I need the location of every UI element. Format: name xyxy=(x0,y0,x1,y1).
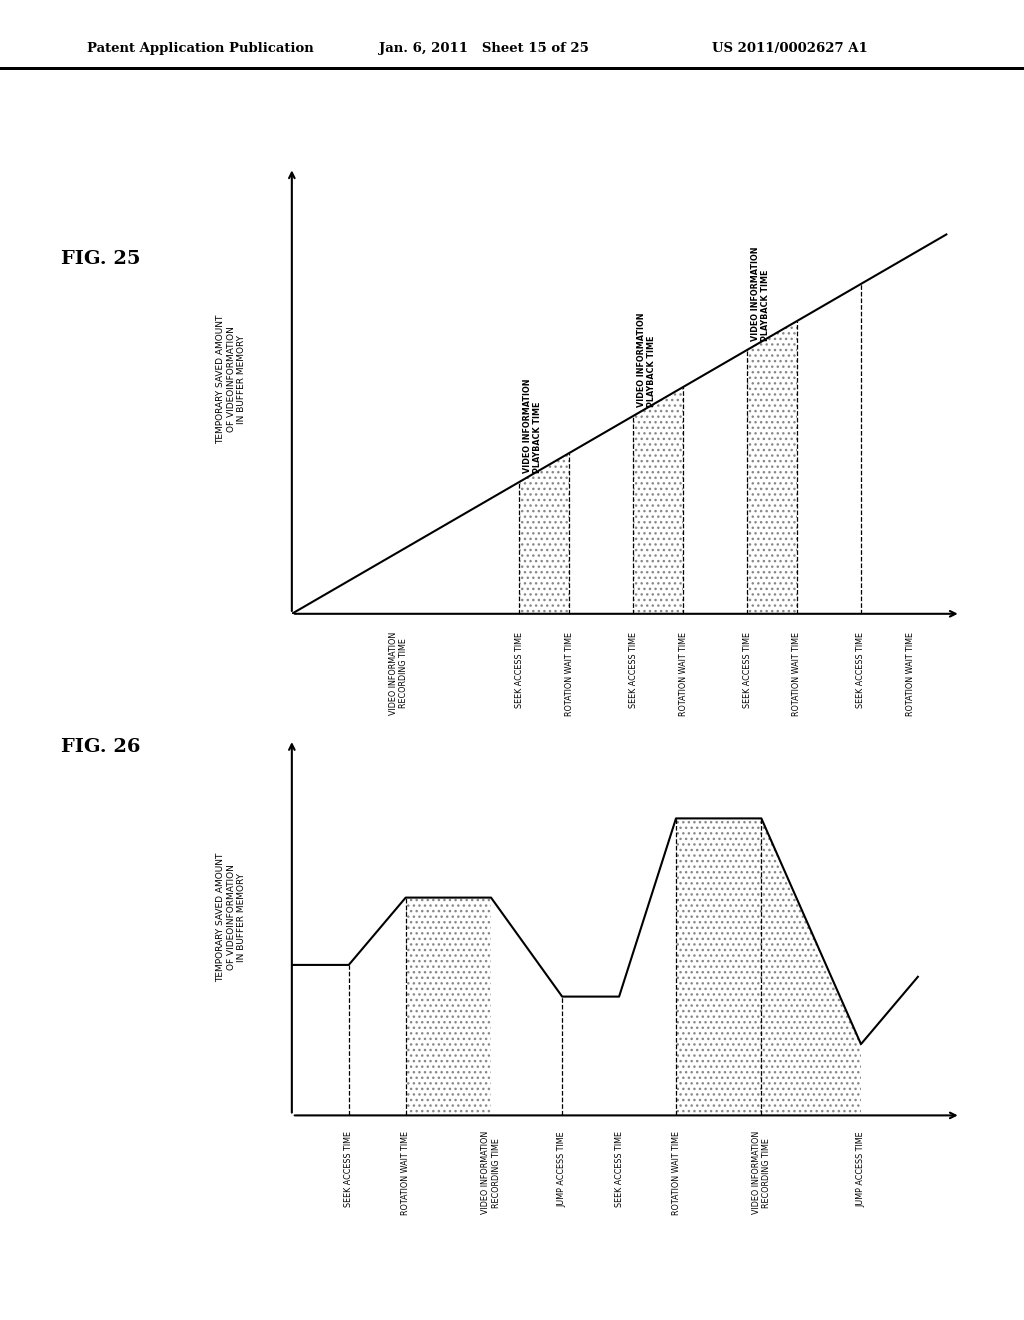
Text: VIDEO INFORMATION
RECORDING TIME: VIDEO INFORMATION RECORDING TIME xyxy=(752,1131,771,1214)
Text: TEMPORARY SAVED AMOUNT
OF VIDEOINFORMATION
IN BUFFER MEMORY: TEMPORARY SAVED AMOUNT OF VIDEOINFORMATI… xyxy=(216,853,246,982)
Text: SEEK ACCESS TIME: SEEK ACCESS TIME xyxy=(515,632,524,708)
Text: ROTATION WAIT TIME: ROTATION WAIT TIME xyxy=(672,1131,681,1216)
Text: US 2011/0002627 A1: US 2011/0002627 A1 xyxy=(712,42,867,55)
Text: FIG. 25: FIG. 25 xyxy=(61,249,141,268)
Text: Patent Application Publication: Patent Application Publication xyxy=(87,42,313,55)
Text: ROTATION WAIT TIME: ROTATION WAIT TIME xyxy=(679,632,687,715)
Text: SEEK ACCESS TIME: SEEK ACCESS TIME xyxy=(856,632,865,708)
Text: FIG. 26: FIG. 26 xyxy=(61,738,141,756)
Text: VIDEO INFORMATION
RECORDING TIME: VIDEO INFORMATION RECORDING TIME xyxy=(481,1131,501,1214)
Text: ROTATION WAIT TIME: ROTATION WAIT TIME xyxy=(906,632,915,715)
Text: SEEK ACCESS TIME: SEEK ACCESS TIME xyxy=(614,1131,624,1208)
Text: SEEK ACCESS TIME: SEEK ACCESS TIME xyxy=(344,1131,353,1208)
Text: SEEK ACCESS TIME: SEEK ACCESS TIME xyxy=(742,632,752,708)
Text: VIDEO INFORMATION
RECORDING TIME: VIDEO INFORMATION RECORDING TIME xyxy=(389,632,409,715)
Text: Jan. 6, 2011   Sheet 15 of 25: Jan. 6, 2011 Sheet 15 of 25 xyxy=(379,42,589,55)
Text: ROTATION WAIT TIME: ROTATION WAIT TIME xyxy=(401,1131,411,1216)
Text: TEMPORARY SAVED AMOUNT
OF VIDEOINFORMATION
IN BUFFER MEMORY: TEMPORARY SAVED AMOUNT OF VIDEOINFORMATI… xyxy=(216,314,246,445)
Text: VIDEO INFORMATION
PLAYBACK TIME: VIDEO INFORMATION PLAYBACK TIME xyxy=(523,379,543,473)
Text: VIDEO INFORMATION
PLAYBACK TIME: VIDEO INFORMATION PLAYBACK TIME xyxy=(637,313,656,407)
Text: JUMP ACCESS TIME: JUMP ACCESS TIME xyxy=(856,1131,865,1206)
Text: SEEK ACCESS TIME: SEEK ACCESS TIME xyxy=(629,632,638,708)
Text: ROTATION WAIT TIME: ROTATION WAIT TIME xyxy=(793,632,802,715)
Text: VIDEO INFORMATION
PLAYBACK TIME: VIDEO INFORMATION PLAYBACK TIME xyxy=(751,247,770,341)
Text: JUMP ACCESS TIME: JUMP ACCESS TIME xyxy=(558,1131,566,1206)
Text: ROTATION WAIT TIME: ROTATION WAIT TIME xyxy=(565,632,573,715)
